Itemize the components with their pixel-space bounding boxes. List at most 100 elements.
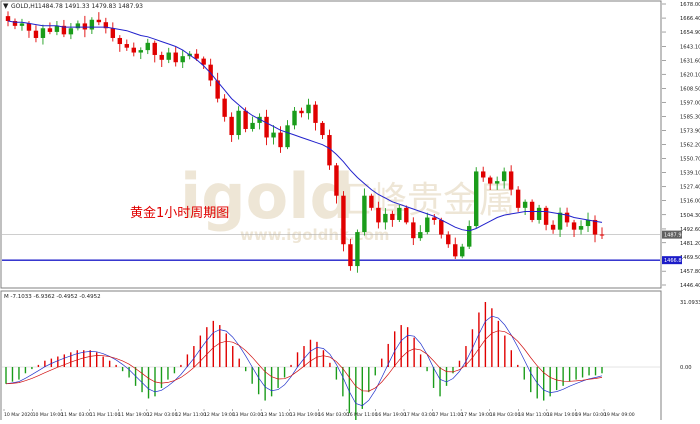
current-price-label: 1487.93	[664, 233, 685, 239]
time-tick-label: 12 Mar 19:00	[204, 412, 235, 418]
oscillator-bar	[128, 367, 130, 378]
oscillator-bar	[393, 331, 396, 367]
price-tick-label: 1631.60	[680, 58, 700, 64]
oscillator-slow-line	[5, 330, 603, 392]
oscillator-bar	[141, 367, 143, 393]
candle-body	[481, 171, 486, 178]
oscillator-bar	[478, 312, 480, 367]
oscillator-bar	[387, 343, 389, 367]
time-tick-label: 11 Mar 19:00	[118, 412, 149, 418]
price-tick-label: 1585.30	[680, 114, 700, 120]
oscillator-tick-label: 31.0933	[680, 300, 700, 306]
price-tick-label: 1562.20	[680, 143, 700, 149]
candle-body	[313, 104, 318, 123]
price-tick-label: 1654.90	[680, 30, 700, 36]
oscillator-bar	[439, 367, 441, 397]
moving-average-line	[7, 20, 603, 232]
candle-body	[96, 19, 102, 23]
candle-body	[599, 234, 605, 236]
candle-body	[306, 104, 311, 114]
watermark-brand: igold	[180, 160, 354, 233]
oscillator-signal-line	[5, 315, 603, 407]
candle-body	[138, 50, 143, 53]
moving-average-layer	[7, 20, 603, 232]
price-tick-label: 1504.30	[680, 213, 700, 219]
candle-body	[257, 116, 262, 123]
candle-body	[585, 219, 591, 227]
candle-body	[236, 110, 241, 136]
watermark-cn: 汇峰贵金属	[335, 180, 515, 221]
oscillator-bar	[452, 367, 454, 374]
candle-body	[543, 207, 549, 225]
candle-body	[89, 19, 95, 30]
candle-body	[446, 234, 451, 245]
candle-body	[278, 132, 283, 148]
price-tick-label: 1643.10	[680, 44, 700, 50]
oscillator-bar	[70, 352, 72, 367]
oscillator-bar	[238, 358, 240, 367]
time-tick-label: 13 Mar 11:00	[261, 412, 292, 418]
oscillator-bar	[316, 341, 318, 367]
price-tick-label: 1678.00	[680, 2, 700, 8]
oscillator-bar	[445, 367, 448, 386]
oscillator-bar	[57, 356, 59, 367]
candle-body	[362, 195, 367, 233]
oscillator-bar	[180, 364, 182, 367]
oscillator-bar	[173, 367, 176, 374]
oscillator-bar	[290, 364, 292, 367]
candle-body	[522, 201, 528, 208]
candle-body	[494, 181, 500, 184]
oscillator-bar	[335, 367, 338, 380]
candle-body	[131, 47, 136, 53]
oscillator-bar	[270, 367, 273, 397]
candle-body	[47, 28, 53, 32]
candle-body	[425, 217, 430, 233]
oscillator-bar	[167, 367, 169, 380]
candle-body	[33, 30, 39, 38]
oscillator-bar	[219, 325, 221, 367]
time-tick-label: 17 Mar 11:00	[433, 412, 464, 418]
time-tick-label: 18 Mar 03:00	[490, 412, 521, 418]
candle-body	[61, 25, 67, 35]
oscillator-bar	[232, 346, 234, 367]
candle-body	[383, 213, 388, 223]
candle-body	[474, 171, 479, 227]
candle-body	[320, 122, 325, 136]
oscillator-bar	[244, 367, 247, 372]
price-tick-label: 1539.10	[680, 171, 700, 177]
oscillator-bar	[504, 335, 506, 367]
oscillator-bar	[432, 367, 435, 388]
oscillator-bar	[108, 360, 111, 367]
candle-body	[75, 23, 81, 29]
price-tick-label: 1527.40	[680, 185, 700, 191]
time-tick-label: 18 Mar 19:00	[547, 412, 578, 418]
oscillator-bar	[588, 367, 590, 376]
oscillator-bar	[523, 367, 525, 380]
candle-body	[82, 23, 88, 30]
oscillator-bar	[542, 367, 545, 401]
time-tick-label: 10 Mar 2020	[4, 412, 33, 418]
price-grid	[2, 234, 660, 261]
oscillator-bar	[342, 367, 344, 397]
chart-annotation: 黄金1小时周期图	[130, 205, 229, 221]
candle-body	[26, 23, 32, 31]
candle-body	[40, 28, 46, 38]
time-tick-label: 19 Mar 03:00	[575, 412, 606, 418]
support-price-tag	[662, 256, 682, 265]
oscillator-bar	[348, 367, 351, 414]
oscillator-bar	[355, 367, 357, 422]
candle-body	[229, 116, 234, 136]
oscillator-bar	[212, 320, 215, 367]
oscillator-bar	[50, 358, 53, 367]
candle-body	[243, 110, 248, 129]
candle-body	[222, 98, 227, 117]
time-tick-label: 16 Mar 03:00	[318, 412, 349, 418]
oscillator-bar	[283, 367, 286, 378]
price-tick-label: 1550.70	[680, 156, 700, 162]
oscillator-bar	[264, 367, 266, 401]
time-tick-label: 13 Mar 19:00	[290, 412, 321, 418]
candle-body	[194, 53, 199, 59]
oscillator-bar	[121, 367, 124, 372]
